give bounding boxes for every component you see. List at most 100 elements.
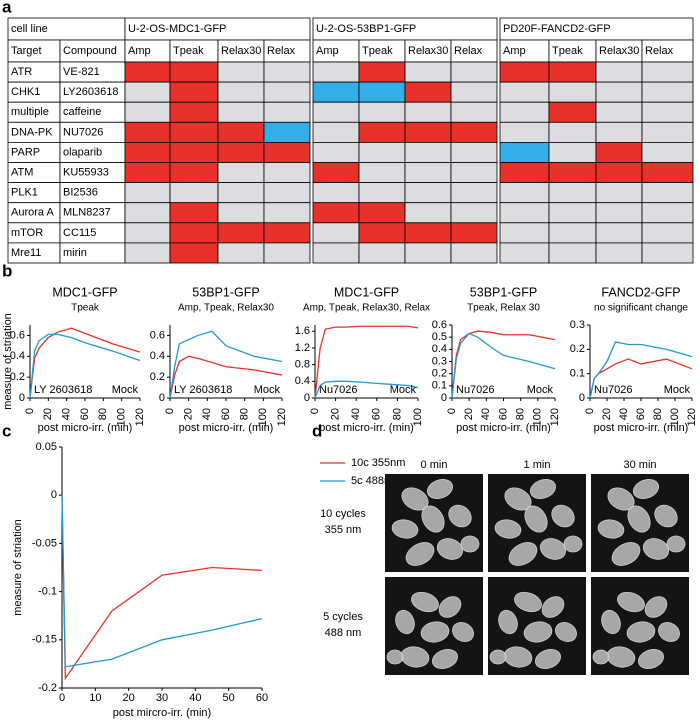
- result-cell: [641, 141, 694, 163]
- compound: CC115: [63, 227, 96, 239]
- result-cell: [169, 81, 219, 103]
- result-cell: [499, 61, 550, 83]
- column-header: Relax: [645, 45, 674, 57]
- nucleus: [617, 591, 645, 613]
- result-cell: [217, 222, 265, 244]
- target: ATM: [11, 166, 33, 178]
- result-cell: [358, 101, 406, 123]
- result-cell: [548, 162, 597, 184]
- nucleus: [514, 591, 542, 613]
- x-tick-label: 20: [601, 408, 613, 420]
- x-tick-label: 20: [330, 408, 342, 420]
- chart-title: MDC1-GFP: [334, 285, 399, 299]
- x-tick-label: 60: [635, 408, 647, 420]
- chart-subtitle: Amp, Tpeak, Relax30, Relax: [303, 303, 430, 314]
- result-cell: [358, 61, 406, 83]
- result-cell: [124, 162, 171, 184]
- compound: mirin: [63, 247, 87, 259]
- legend-label: Nu7026: [456, 384, 495, 396]
- x-tick-label: 40: [350, 408, 362, 420]
- nucleus: [530, 479, 556, 499]
- y-tick-label: 0.1: [570, 368, 585, 380]
- x-tick-label: 40: [61, 408, 73, 420]
- result-cell: [124, 81, 171, 103]
- nucleus: [421, 505, 445, 533]
- nucleus: [524, 505, 548, 533]
- nucleus: [555, 622, 577, 642]
- legend-label: LY 2603618: [174, 384, 232, 396]
- result-cell: [217, 242, 265, 264]
- data-line: [61, 495, 263, 681]
- x-tick-label: 20: [123, 692, 135, 704]
- result-cell: [312, 202, 360, 224]
- legend-label: LY 2603618: [34, 384, 92, 396]
- group-header: cell line: [11, 23, 48, 35]
- result-cell: [641, 81, 694, 103]
- y-tick-label: -0.05: [32, 537, 57, 549]
- result-cell: [499, 101, 550, 123]
- result-cell: [548, 202, 597, 224]
- nucleus: [611, 542, 641, 566]
- result-cell: [124, 141, 171, 163]
- panel-label: d: [312, 421, 322, 440]
- result-cell: [169, 101, 219, 123]
- result-cell: [548, 101, 597, 123]
- nucleus: [633, 479, 659, 499]
- result-cell: [548, 242, 597, 264]
- result-cell: [404, 141, 452, 163]
- result-cell: [217, 162, 265, 184]
- result-cell: [595, 162, 643, 184]
- result-cell: [312, 162, 360, 184]
- result-cell: [548, 141, 597, 163]
- result-cell: [450, 242, 498, 264]
- y-tick-label: 0.3: [432, 355, 447, 367]
- x-tick-label: 0: [24, 408, 36, 414]
- nucleus: [523, 621, 553, 643]
- y-tick-label: 0.1: [432, 380, 447, 392]
- data-line: [314, 380, 419, 399]
- result-cell: [499, 162, 550, 184]
- nucleus: [494, 519, 522, 539]
- y-tick-label: 0.2: [570, 343, 585, 355]
- column-header: Tpeak: [552, 45, 583, 57]
- x-tick-label: 60: [79, 408, 91, 420]
- nucleus: [395, 609, 415, 635]
- y-tick-label: 0: [51, 489, 57, 501]
- result-cell: [358, 162, 406, 184]
- chart-subtitle: Amp, Tpeak, Relax30: [178, 303, 274, 314]
- nucleus: [541, 596, 565, 618]
- column-label: 1 min: [524, 459, 551, 471]
- y-axis-label: measure of striation: [2, 313, 14, 410]
- nucleus: [411, 591, 439, 613]
- target: multiple: [11, 106, 49, 118]
- x-tick-label: 120: [549, 408, 561, 426]
- result-cell: [641, 202, 694, 224]
- chart-subtitle: no significant change: [594, 303, 688, 314]
- y-tick-label: 0.6: [150, 329, 165, 341]
- group-header: U-2-OS-MDC1-GFP: [128, 23, 226, 35]
- y-tick-label: 0: [304, 392, 310, 404]
- y-tick-label: 0.4: [432, 343, 447, 355]
- y-tick-label: 0.6: [10, 329, 25, 341]
- nucleus: [535, 649, 561, 669]
- nucleus: [563, 535, 583, 553]
- x-axis-label: post micro-irr. (min): [179, 422, 274, 434]
- result-cell: [263, 242, 311, 264]
- x-tick-label: 100: [669, 408, 681, 426]
- x-tick-label: 60: [256, 692, 268, 704]
- result-cell: [169, 222, 219, 244]
- x-tick-label: 0: [584, 408, 596, 414]
- data-line: [29, 333, 141, 399]
- result-cell: [499, 141, 550, 163]
- result-cell: [169, 162, 219, 184]
- result-cell: [263, 81, 311, 103]
- compound: LY2603618: [63, 86, 118, 98]
- result-cell: [595, 242, 643, 264]
- column-header: Tpeak: [173, 45, 204, 57]
- y-tick-label: 0.2: [10, 371, 25, 383]
- result-cell: [124, 61, 171, 83]
- result-cell: [641, 242, 694, 264]
- y-tick-label: 0: [159, 392, 165, 404]
- result-cell: [404, 182, 452, 204]
